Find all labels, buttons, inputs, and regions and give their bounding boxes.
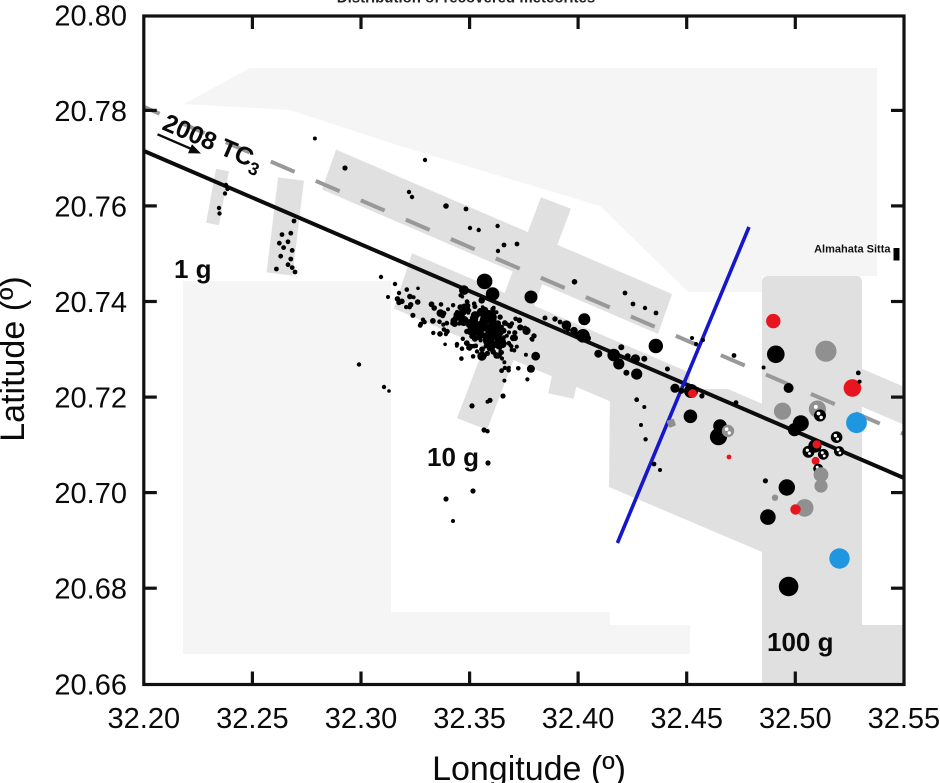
svg-text:20.68: 20.68 — [54, 574, 127, 606]
svg-text:1 g: 1 g — [174, 254, 212, 284]
svg-text:20.76: 20.76 — [54, 191, 127, 223]
svg-text:20.72: 20.72 — [54, 383, 127, 415]
svg-text:20.70: 20.70 — [54, 478, 127, 510]
svg-text:20.74: 20.74 — [54, 287, 127, 319]
svg-text:32.20: 32.20 — [108, 703, 181, 735]
svg-text:32.30: 32.30 — [325, 703, 398, 735]
svg-text:32.40: 32.40 — [542, 703, 615, 735]
svg-text:100 g: 100 g — [767, 627, 834, 657]
svg-text:10 g: 10 g — [427, 442, 479, 472]
svg-text:2008 TC3: 2008 TC3 — [157, 109, 267, 180]
svg-text:20.66: 20.66 — [54, 670, 127, 702]
svg-text:Latitude (º): Latitude (º) — [0, 276, 32, 442]
svg-text:32.45: 32.45 — [650, 703, 723, 735]
svg-text:32.25: 32.25 — [216, 703, 289, 735]
svg-text:20.78: 20.78 — [54, 96, 127, 128]
svg-text:20.80: 20.80 — [54, 1, 127, 33]
svg-text:32.55: 32.55 — [868, 703, 940, 735]
svg-text:Distribution of recovered mete: Distribution of recovered meteorites — [337, 0, 595, 7]
svg-text:32.35: 32.35 — [433, 703, 506, 735]
svg-text:Longitude (º): Longitude (º) — [432, 750, 626, 783]
svg-text:32.50: 32.50 — [759, 703, 832, 735]
svg-text:Almahata Sitta: Almahata Sitta — [814, 244, 891, 256]
